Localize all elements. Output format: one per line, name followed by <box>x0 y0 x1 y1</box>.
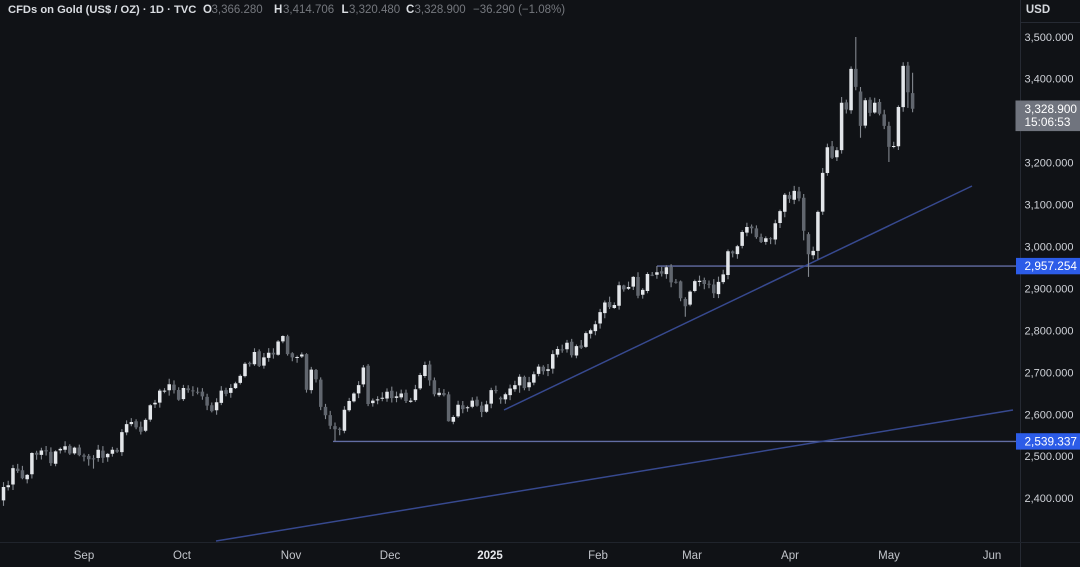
svg-text:3,200.000: 3,200.000 <box>1025 158 1074 170</box>
svg-text:2,400.000: 2,400.000 <box>1025 493 1074 505</box>
svg-text:Sep: Sep <box>74 550 94 562</box>
svg-text:May: May <box>878 550 900 562</box>
svg-text:CFDs on Gold (US$ / OZ) · 1D ·: CFDs on Gold (US$ / OZ) · 1D · TVC O3,366… <box>8 4 565 16</box>
svg-text:2,900.000: 2,900.000 <box>1025 283 1074 295</box>
svg-text:Jun: Jun <box>983 550 1002 562</box>
svg-text:3,400.000: 3,400.000 <box>1025 74 1074 86</box>
svg-text:Nov: Nov <box>281 550 302 562</box>
svg-text:3,000.000: 3,000.000 <box>1025 242 1074 254</box>
svg-text:2,800.000: 2,800.000 <box>1025 325 1074 337</box>
svg-text:Apr: Apr <box>781 550 799 562</box>
svg-text:2025: 2025 <box>477 550 503 562</box>
svg-text:Mar: Mar <box>682 550 702 562</box>
svg-text:Dec: Dec <box>380 550 401 562</box>
svg-text:Oct: Oct <box>173 550 192 562</box>
svg-text:3,328.900: 3,328.900 <box>1025 102 1078 116</box>
svg-text:2,600.000: 2,600.000 <box>1025 409 1074 421</box>
svg-text:15:06:53: 15:06:53 <box>1025 115 1071 129</box>
svg-text:2,500.000: 2,500.000 <box>1025 451 1074 463</box>
svg-text:2,700.000: 2,700.000 <box>1025 367 1074 379</box>
svg-text:2,957.254: 2,957.254 <box>1025 259 1078 273</box>
svg-text:3,100.000: 3,100.000 <box>1025 200 1074 212</box>
svg-text:3,500.000: 3,500.000 <box>1025 32 1074 44</box>
svg-text:Feb: Feb <box>588 550 608 562</box>
svg-text:2,539.337: 2,539.337 <box>1025 434 1077 448</box>
svg-text:USD: USD <box>1026 4 1050 16</box>
